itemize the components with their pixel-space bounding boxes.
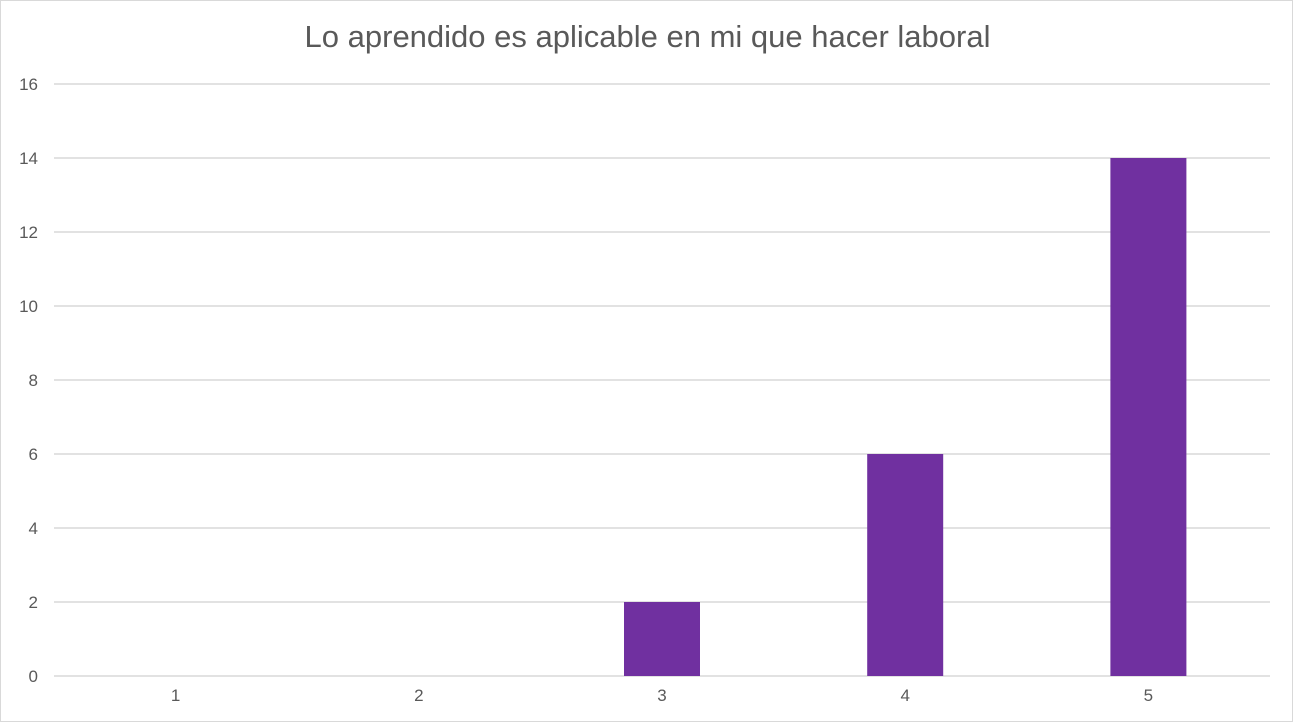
y-tick-label: 8 (29, 371, 38, 390)
x-axis-ticks: 1 2 3 4 5 (171, 686, 1153, 705)
x-tick-label: 1 (171, 686, 180, 705)
y-axis-ticks: 0 2 4 6 8 10 12 14 16 (19, 75, 38, 686)
bars (624, 158, 1187, 676)
chart-title: Lo aprendido es aplicable en mi que hace… (304, 19, 991, 54)
y-tick-label: 6 (29, 445, 38, 464)
bar-3 (624, 602, 700, 676)
y-tick-label: 16 (19, 75, 38, 94)
y-tick-label: 4 (29, 519, 38, 538)
x-tick-label: 2 (414, 686, 423, 705)
x-tick-label: 3 (657, 686, 666, 705)
y-tick-label: 2 (29, 593, 38, 612)
y-tick-label: 12 (19, 223, 38, 242)
bar-5 (1110, 158, 1187, 676)
x-tick-label: 5 (1144, 686, 1153, 705)
y-tick-label: 0 (29, 667, 38, 686)
bar-4 (867, 454, 944, 676)
y-tick-label: 14 (19, 149, 38, 168)
x-tick-label: 4 (900, 686, 909, 705)
gridlines (54, 83, 1270, 677)
y-tick-label: 10 (19, 297, 38, 316)
